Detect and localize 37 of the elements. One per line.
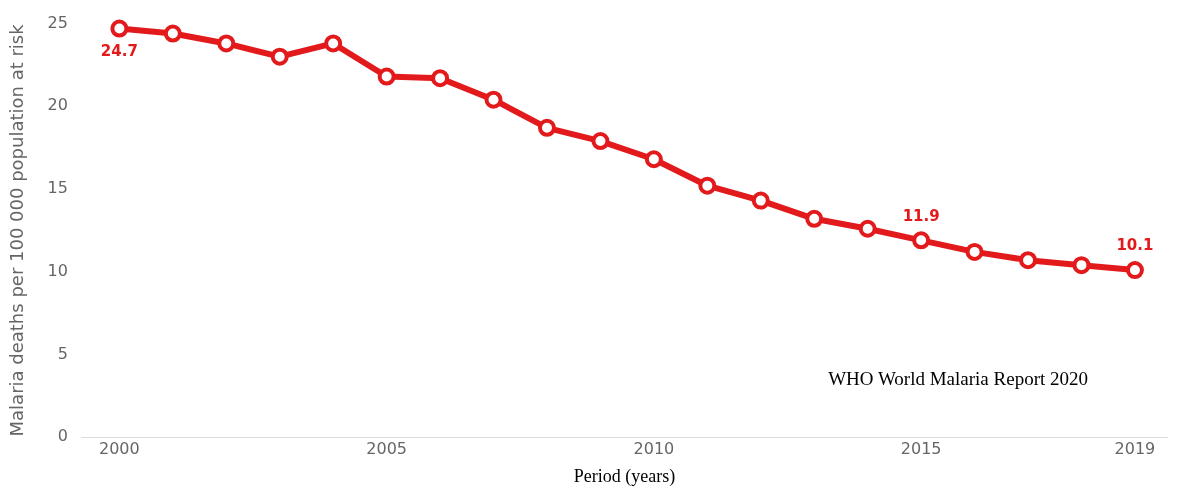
point xyxy=(912,231,931,250)
point xyxy=(163,24,182,43)
data-label: 24.7 xyxy=(100,41,138,60)
point xyxy=(1125,261,1144,280)
point xyxy=(537,118,556,137)
point xyxy=(858,219,877,238)
point xyxy=(644,150,663,169)
point xyxy=(484,90,503,109)
x-tick-label: 2015 xyxy=(900,438,942,458)
y-tick-label: 25 xyxy=(47,12,68,32)
data-label: 10.1 xyxy=(1116,236,1154,255)
x-tick-label: 2010 xyxy=(633,438,675,458)
x-tick-label: 2019 xyxy=(1114,438,1156,458)
y-tick-label: 10 xyxy=(47,260,68,280)
point xyxy=(751,191,770,210)
point xyxy=(217,34,236,53)
y-tick-label: 0 xyxy=(57,426,68,446)
point xyxy=(591,132,610,151)
x-axis-title: Period (years) xyxy=(573,465,676,487)
data-label: 11.9 xyxy=(902,206,940,225)
point xyxy=(270,47,289,66)
x-tick-label: 2000 xyxy=(99,438,140,458)
y-axis-title: Malaria deaths per 100 000 population at risk xyxy=(6,23,28,437)
point xyxy=(805,209,824,228)
annotation: WHO World Malaria Report 2020 xyxy=(828,368,1088,390)
point xyxy=(1019,251,1038,270)
point xyxy=(698,176,717,195)
point xyxy=(431,69,450,88)
point xyxy=(324,34,343,53)
y-tick-label: 15 xyxy=(47,178,68,198)
y-tick-label: 5 xyxy=(57,343,68,363)
point xyxy=(1072,256,1091,275)
point xyxy=(377,67,396,86)
y-tick-label: 20 xyxy=(47,95,68,115)
point xyxy=(110,19,129,38)
point xyxy=(965,242,984,261)
x-tick-label: 2005 xyxy=(366,438,407,458)
